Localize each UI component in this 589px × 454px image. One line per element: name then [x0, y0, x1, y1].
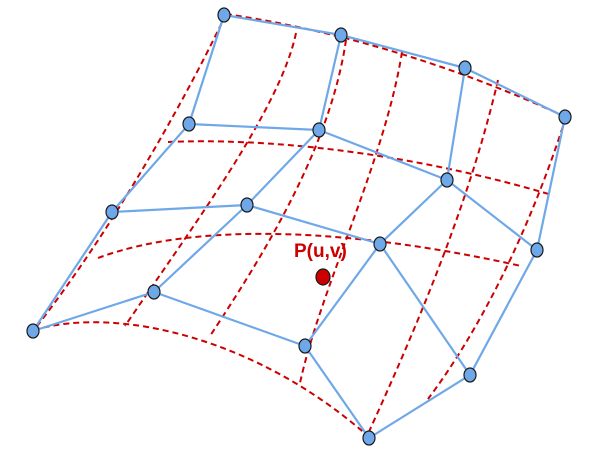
- net-edge-row2-c: [379, 243, 471, 376]
- net-edge-col2-b: [379, 179, 448, 245]
- control-point-2-3[interactable]: [463, 367, 477, 383]
- control-point-1-3[interactable]: [530, 242, 544, 258]
- surface-point[interactable]: [315, 268, 331, 286]
- control-point-0-2[interactable]: [458, 60, 472, 76]
- control-point-1-1[interactable]: [312, 122, 326, 138]
- control-point-2-1[interactable]: [240, 197, 254, 213]
- net-edge-col3-a: [535, 116, 567, 251]
- net-edge-col2-a: [445, 67, 467, 181]
- control-point-3-2[interactable]: [298, 338, 312, 354]
- net-edge-col2-c: [304, 243, 381, 347]
- surface-curve-u3: [299, 51, 403, 384]
- surface-isocurves-u: [33, 13, 567, 437]
- net-edge-row3-a: [32, 290, 155, 333]
- surface-curve-v3: [33, 321, 370, 438]
- control-point-3-3[interactable]: [362, 430, 376, 446]
- net-edge-row0-b: [340, 33, 466, 70]
- net-edge-row2-b: [246, 203, 381, 246]
- surface-curve-v1: [167, 140, 553, 196]
- control-point-2-2[interactable]: [373, 236, 387, 252]
- control-point-3-0[interactable]: [26, 323, 40, 339]
- net-edge-col0-b: [111, 123, 190, 213]
- net-edge-row1-c: [446, 179, 538, 251]
- control-point-0-0[interactable]: [217, 7, 231, 23]
- control-point-1-2[interactable]: [440, 172, 454, 188]
- control-point-2-0[interactable]: [105, 204, 119, 220]
- control-point-1-0[interactable]: [182, 116, 196, 132]
- net-edge-col1-b: [246, 129, 320, 206]
- net-edge-row1-a: [188, 122, 320, 132]
- surface-point-label: P(u,v): [294, 241, 347, 262]
- net-edge-row0-c: [464, 67, 566, 118]
- surface-curve-v0: [225, 13, 567, 118]
- control-points: [26, 7, 572, 446]
- net-edge-col1-c: [153, 204, 248, 293]
- net-edge-col1-a: [317, 34, 343, 131]
- surface-curve-u5: [427, 116, 567, 400]
- net-edge-row3-b: [153, 290, 306, 348]
- control-point-0-1[interactable]: [334, 27, 348, 43]
- surface-curve-v2: [97, 232, 522, 267]
- surface-curve-u0: [33, 13, 227, 331]
- net-edge-row1-b: [318, 128, 448, 182]
- net-edge-row2-a: [111, 203, 248, 214]
- net-edge-row0-a: [223, 13, 342, 37]
- control-point-3-1[interactable]: [147, 284, 161, 300]
- surface-isocurves-v: [33, 13, 567, 438]
- net-edge-col0-c: [32, 211, 113, 332]
- net-edge-col0-a: [187, 14, 226, 125]
- net-edge-col3-b: [469, 249, 538, 376]
- net-edge-col3-c: [368, 374, 471, 439]
- control-point-0-3[interactable]: [558, 109, 572, 125]
- control-net: [32, 13, 567, 439]
- net-edge-row3-c: [304, 345, 370, 439]
- surface-curve-u2: [209, 39, 347, 337]
